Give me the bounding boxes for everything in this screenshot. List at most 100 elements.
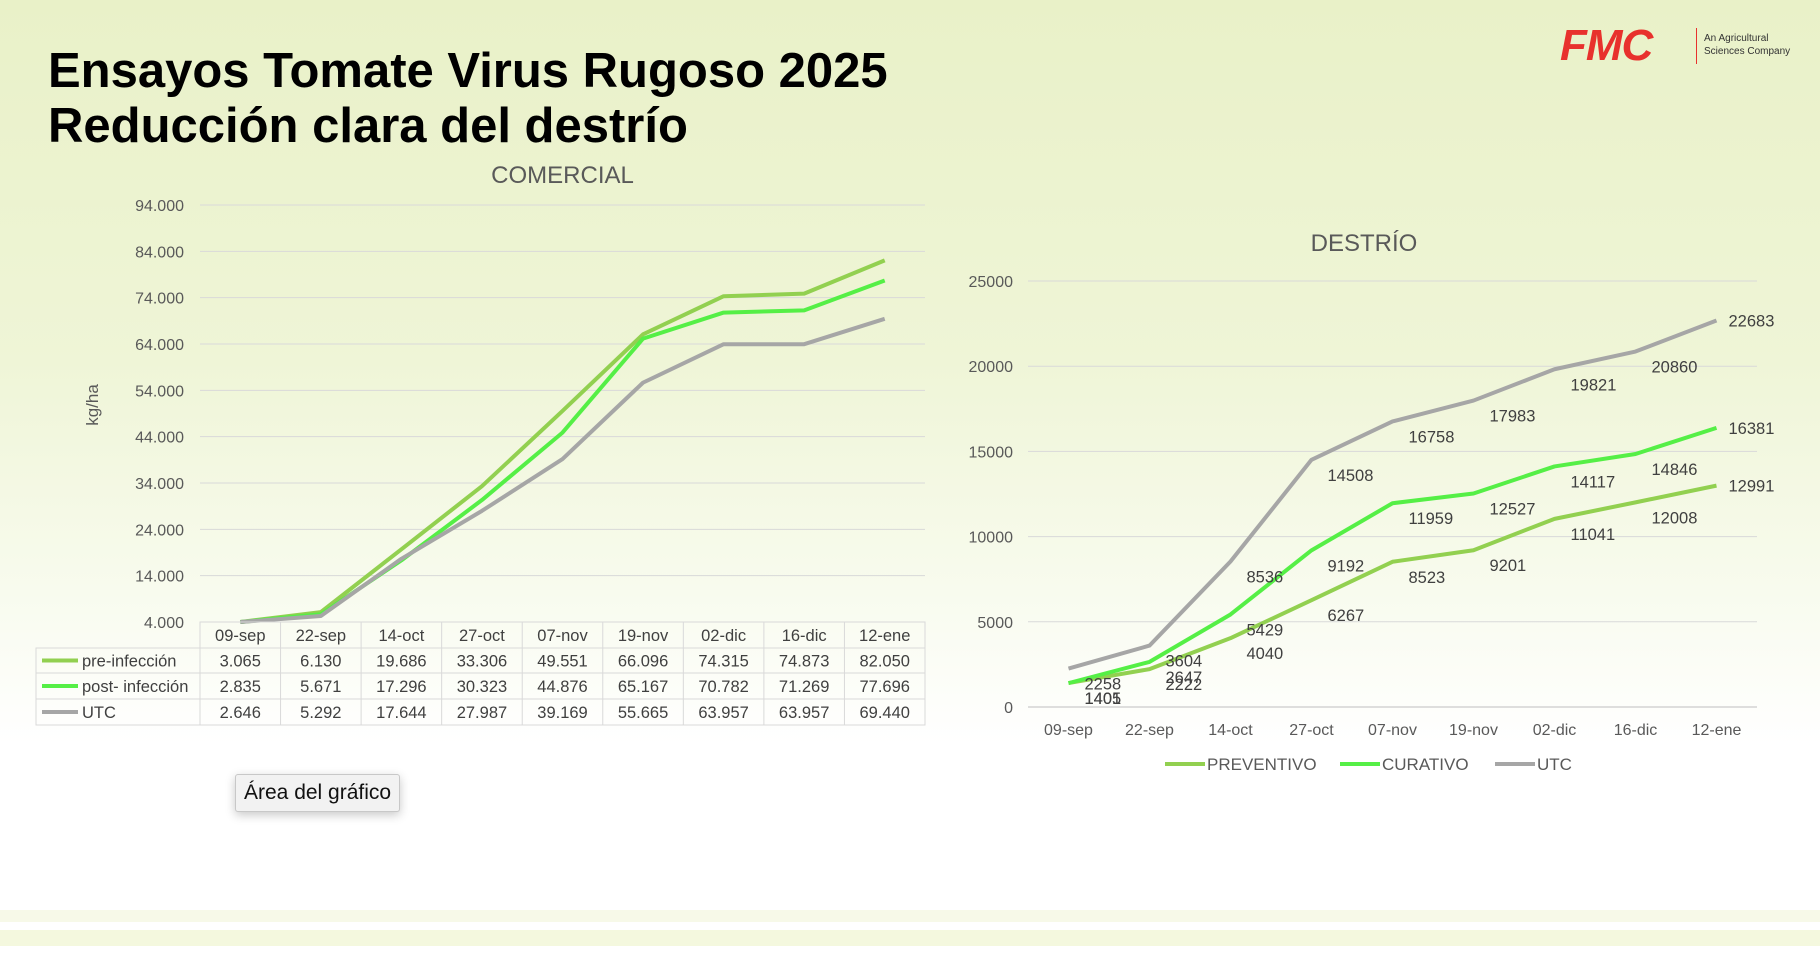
comercial-table-cell: 77.696: [859, 678, 909, 696]
comercial-legend-label-0: pre-infección: [82, 653, 176, 671]
destrio-data-label: 12991: [1729, 478, 1775, 496]
destrio-data-label: 14846: [1652, 461, 1698, 479]
destrio-data-label: 4040: [1247, 645, 1284, 663]
destrio-x-tick-label: 27-oct: [1289, 722, 1334, 739]
destrio-x-tick-label: 19-nov: [1449, 722, 1498, 739]
destrio-x-tick-label: 22-sep: [1125, 722, 1174, 739]
comercial-series-line-2: [240, 316, 886, 624]
slide-title-line1: Ensayos Tomate Virus Rugoso 2025: [48, 44, 888, 98]
comercial-table-cell: 69.440: [859, 704, 909, 722]
comercial-table-cell: 74.315: [698, 653, 748, 671]
comercial-legend-label-2: UTC: [82, 704, 116, 722]
comercial-table-cell: 70.782: [698, 678, 748, 696]
comercial-table-cell: 6.130: [300, 653, 341, 671]
destrio-y-tick-label: 5000: [977, 615, 1013, 632]
destrio-y-tick-label: 20000: [969, 359, 1014, 376]
comercial-series-line-0: [240, 258, 886, 624]
comercial-table-cell: 5.671: [300, 678, 341, 696]
destrio-data-label: 16381: [1729, 420, 1775, 438]
destrio-data-label: 2222: [1166, 676, 1203, 694]
comercial-table-cell: 74.873: [779, 653, 829, 671]
logo-tagline-line1: An Agricultural: [1704, 33, 1769, 44]
destrio-data-label: 8536: [1247, 569, 1284, 587]
comercial-table-cell: 2.646: [220, 704, 261, 722]
comercial-table-cell: 19.686: [376, 653, 426, 671]
logo-divider: [1696, 28, 1697, 64]
destrio-y-tick-label: 10000: [969, 530, 1014, 547]
comercial-y-tick-label: 94.000: [135, 198, 184, 215]
comercial-x-tick-label: 12-ene: [859, 627, 910, 645]
destrio-data-label: 14117: [1571, 473, 1616, 491]
comercial-x-tick-label: 22-sep: [296, 627, 346, 645]
slide-title: Ensayos Tomate Virus Rugoso 2025 Reducci…: [48, 44, 888, 154]
destrio-data-label: 9192: [1328, 557, 1365, 575]
destrio-data-label: 5429: [1247, 621, 1284, 639]
logo-tagline: An Agricultural Sciences Company: [1704, 32, 1790, 58]
comercial-y-tick-label: 34.000: [135, 476, 184, 493]
comercial-table-cell: 71.269: [779, 678, 829, 696]
comercial-y-tick-label: 24.000: [135, 522, 184, 539]
destrio-y-tick-label: 25000: [969, 274, 1014, 291]
destrio-title: DESTRÍO: [1311, 230, 1418, 257]
comercial-table-cell: 66.096: [618, 653, 668, 671]
comercial-table-cell: 39.169: [537, 704, 587, 722]
footer-band: [0, 910, 1820, 922]
destrio-data-label: 6267: [1328, 607, 1365, 625]
destrio-data-label: 19821: [1571, 376, 1617, 394]
comercial-table-cell: 82.050: [859, 653, 909, 671]
destrio-data-label: 11041: [1571, 526, 1616, 544]
destrio-x-tick-label: 16-dic: [1614, 722, 1658, 739]
destrio-chart[interactable]: DESTRÍO 25000 20000 15000 10000 5000 0 09-sep 22…: [0, 0, 1820, 800]
comercial-x-tick-label: 09-sep: [215, 627, 265, 645]
comercial-table-cell: 49.551: [537, 653, 587, 671]
destrio-legend-label-2: UTC: [1537, 755, 1572, 774]
destrio-legend-label-0: PREVENTIVO: [1207, 755, 1317, 774]
comercial-chart[interactable]: COMERCIAL 94.000 84.000 74.000 64.000 54.000 4…: [0, 0, 940, 740]
destrio-x-tick-label: 12-ene: [1692, 722, 1742, 739]
destrio-data-label: 9201: [1490, 557, 1527, 575]
comercial-x-tick-label: 07-nov: [537, 627, 588, 645]
destrio-data-label: 1405: [1085, 690, 1122, 708]
comercial-y-tick-label: 54.000: [135, 383, 184, 400]
destrio-y-tick-label: 0: [1004, 700, 1013, 717]
comercial-table-cell: 33.306: [457, 653, 507, 671]
destrio-data-label: 20860: [1652, 359, 1698, 377]
destrio-series-line-0: [1068, 483, 1717, 686]
comercial-x-tick-label: 27-oct: [459, 627, 505, 645]
comercial-y-tick-label: 74.000: [135, 291, 184, 308]
comercial-y-tick-label: 84.000: [135, 244, 184, 261]
destrio-data-label: 8523: [1409, 569, 1446, 587]
destrio-data-label: 1401: [1085, 690, 1122, 708]
destrio-data-label: 2258: [1085, 676, 1122, 694]
comercial-table-cell: 27.987: [457, 704, 507, 722]
comercial-x-tick-label: 16-dic: [782, 627, 827, 645]
destrio-data-label: 22683: [1729, 312, 1775, 330]
comercial-table-cell: 30.323: [457, 678, 507, 696]
fmc-logo: FMC An Agricultural Sciences Company: [1560, 24, 1800, 68]
comercial-table-cell: 44.876: [537, 678, 587, 696]
comercial-table-cell: 17.296: [376, 678, 426, 696]
destrio-data-label: 17983: [1490, 408, 1536, 426]
destrio-y-tick-label: 15000: [969, 444, 1014, 461]
comercial-y-tick-label: 64.000: [135, 337, 184, 354]
comercial-legend-label-1: post- infección: [82, 678, 188, 696]
comercial-table-cell: 17.644: [376, 704, 426, 722]
destrio-data-label: 12008: [1652, 509, 1698, 527]
destrio-x-tick-label: 02-dic: [1533, 722, 1577, 739]
destrio-data-label: 16758: [1409, 428, 1455, 446]
comercial-table-cell: 63.957: [698, 704, 748, 722]
destrio-series-line-2: [1067, 318, 1718, 671]
comercial-y-axis-label: kg/ha: [83, 384, 102, 426]
comercial-table-cell: 5.292: [300, 704, 341, 722]
logo-tagline-line2: Sciences Company: [1704, 46, 1791, 57]
destrio-x-tick-label: 07-nov: [1368, 722, 1417, 739]
destrio-x-tick-label: 14-oct: [1208, 722, 1253, 739]
comercial-table-cell: 2.835: [220, 678, 261, 696]
comercial-table-cell: 65.167: [618, 678, 668, 696]
comercial-x-tick-label: 14-oct: [378, 627, 424, 645]
comercial-table-cell: 63.957: [779, 704, 829, 722]
destrio-series-line-1: [1067, 425, 1718, 686]
destrio-legend-label-1: CURATIVO: [1382, 755, 1469, 774]
destrio-data-label: 11959: [1409, 510, 1454, 528]
destrio-data-label: 2647: [1166, 669, 1203, 687]
